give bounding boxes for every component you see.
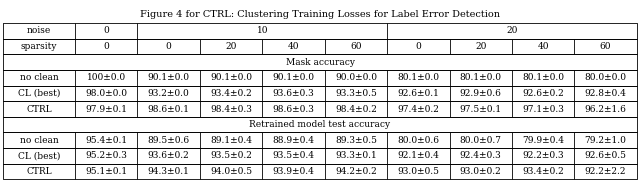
Text: no clean: no clean (20, 73, 58, 82)
Text: 98.4±0.3: 98.4±0.3 (210, 105, 252, 114)
Text: 94.0±0.5: 94.0±0.5 (210, 167, 252, 176)
Text: CL (best): CL (best) (18, 152, 60, 160)
Text: CL (best): CL (best) (18, 89, 60, 98)
Text: 95.4±0.1: 95.4±0.1 (85, 136, 127, 145)
Text: 80.0±0.6: 80.0±0.6 (397, 136, 439, 145)
Text: 0: 0 (103, 26, 109, 35)
Text: 93.5±0.2: 93.5±0.2 (210, 152, 252, 160)
Text: 89.1±0.4: 89.1±0.4 (210, 136, 252, 145)
Text: 10: 10 (257, 26, 268, 35)
Text: noise: noise (27, 26, 51, 35)
Text: 97.9±0.1: 97.9±0.1 (85, 105, 127, 114)
Text: 79.2±1.0: 79.2±1.0 (585, 136, 627, 145)
Text: 98.4±0.2: 98.4±0.2 (335, 105, 377, 114)
Text: no clean: no clean (20, 136, 58, 145)
Text: 100±0.0: 100±0.0 (86, 73, 126, 82)
Text: 80.0±0.0: 80.0±0.0 (584, 73, 627, 82)
Text: 20: 20 (475, 42, 486, 51)
Text: 93.2±0.0: 93.2±0.0 (148, 89, 189, 98)
Text: 93.9±0.4: 93.9±0.4 (273, 167, 314, 176)
Text: 20: 20 (506, 26, 518, 35)
Text: 88.9±0.4: 88.9±0.4 (273, 136, 314, 145)
Text: 92.9±0.6: 92.9±0.6 (460, 89, 502, 98)
Text: 92.1±0.4: 92.1±0.4 (397, 152, 439, 160)
Text: 97.5±0.1: 97.5±0.1 (460, 105, 502, 114)
Text: 40: 40 (288, 42, 300, 51)
Text: 93.3±0.1: 93.3±0.1 (335, 152, 377, 160)
Text: 89.5±0.6: 89.5±0.6 (148, 136, 189, 145)
Text: 93.6±0.2: 93.6±0.2 (148, 152, 189, 160)
Text: 90.0±0.0: 90.0±0.0 (335, 73, 377, 82)
Text: 60: 60 (350, 42, 362, 51)
Text: 98.6±0.1: 98.6±0.1 (148, 105, 189, 114)
Text: Retrained model test accuracy: Retrained model test accuracy (250, 120, 390, 129)
Text: 95.1±0.1: 95.1±0.1 (85, 167, 127, 176)
Text: 97.1±0.3: 97.1±0.3 (522, 105, 564, 114)
Text: 92.8±0.4: 92.8±0.4 (585, 89, 627, 98)
Text: 93.4±0.2: 93.4±0.2 (210, 89, 252, 98)
Text: CTRL: CTRL (26, 167, 52, 176)
Text: 93.3±0.5: 93.3±0.5 (335, 89, 377, 98)
Text: 20: 20 (225, 42, 237, 51)
Text: 92.2±2.2: 92.2±2.2 (585, 167, 627, 176)
Text: 80.1±0.0: 80.1±0.0 (397, 73, 439, 82)
Text: 93.5±0.4: 93.5±0.4 (273, 152, 314, 160)
Text: 94.3±0.1: 94.3±0.1 (148, 167, 189, 176)
Text: CTRL: CTRL (26, 105, 52, 114)
Text: 80.1±0.0: 80.1±0.0 (460, 73, 502, 82)
Text: 95.2±0.3: 95.2±0.3 (85, 152, 127, 160)
Text: 90.1±0.0: 90.1±0.0 (148, 73, 189, 82)
Text: 90.1±0.0: 90.1±0.0 (210, 73, 252, 82)
Text: 93.4±0.2: 93.4±0.2 (522, 167, 564, 176)
Text: 92.4±0.3: 92.4±0.3 (460, 152, 502, 160)
Text: 92.6±0.1: 92.6±0.1 (397, 89, 439, 98)
Text: Mask accuracy: Mask accuracy (285, 58, 355, 67)
Text: 0: 0 (103, 42, 109, 51)
Text: 0: 0 (415, 42, 421, 51)
Text: 89.3±0.5: 89.3±0.5 (335, 136, 377, 145)
Text: 0: 0 (166, 42, 172, 51)
Text: 92.2±0.3: 92.2±0.3 (522, 152, 564, 160)
Text: 90.1±0.0: 90.1±0.0 (273, 73, 314, 82)
Text: 93.0±0.2: 93.0±0.2 (460, 167, 502, 176)
Text: 80.1±0.0: 80.1±0.0 (522, 73, 564, 82)
Text: 96.2±1.6: 96.2±1.6 (585, 105, 627, 114)
Text: 98.0±0.0: 98.0±0.0 (85, 89, 127, 98)
Text: 97.4±0.2: 97.4±0.2 (397, 105, 439, 114)
Text: 93.6±0.3: 93.6±0.3 (273, 89, 314, 98)
Text: 79.9±0.4: 79.9±0.4 (522, 136, 564, 145)
Text: sparsity: sparsity (21, 42, 58, 51)
Text: 80.0±0.7: 80.0±0.7 (460, 136, 502, 145)
Text: 93.0±0.5: 93.0±0.5 (397, 167, 439, 176)
Text: 40: 40 (538, 42, 549, 51)
Text: Figure 4 for CTRL: Clustering Training Losses for Label Error Detection: Figure 4 for CTRL: Clustering Training L… (140, 10, 500, 19)
Text: 98.6±0.3: 98.6±0.3 (273, 105, 314, 114)
Text: 92.6±0.2: 92.6±0.2 (522, 89, 564, 98)
Text: 94.2±0.2: 94.2±0.2 (335, 167, 377, 176)
Text: 60: 60 (600, 42, 611, 51)
Text: 92.6±0.5: 92.6±0.5 (584, 152, 627, 160)
